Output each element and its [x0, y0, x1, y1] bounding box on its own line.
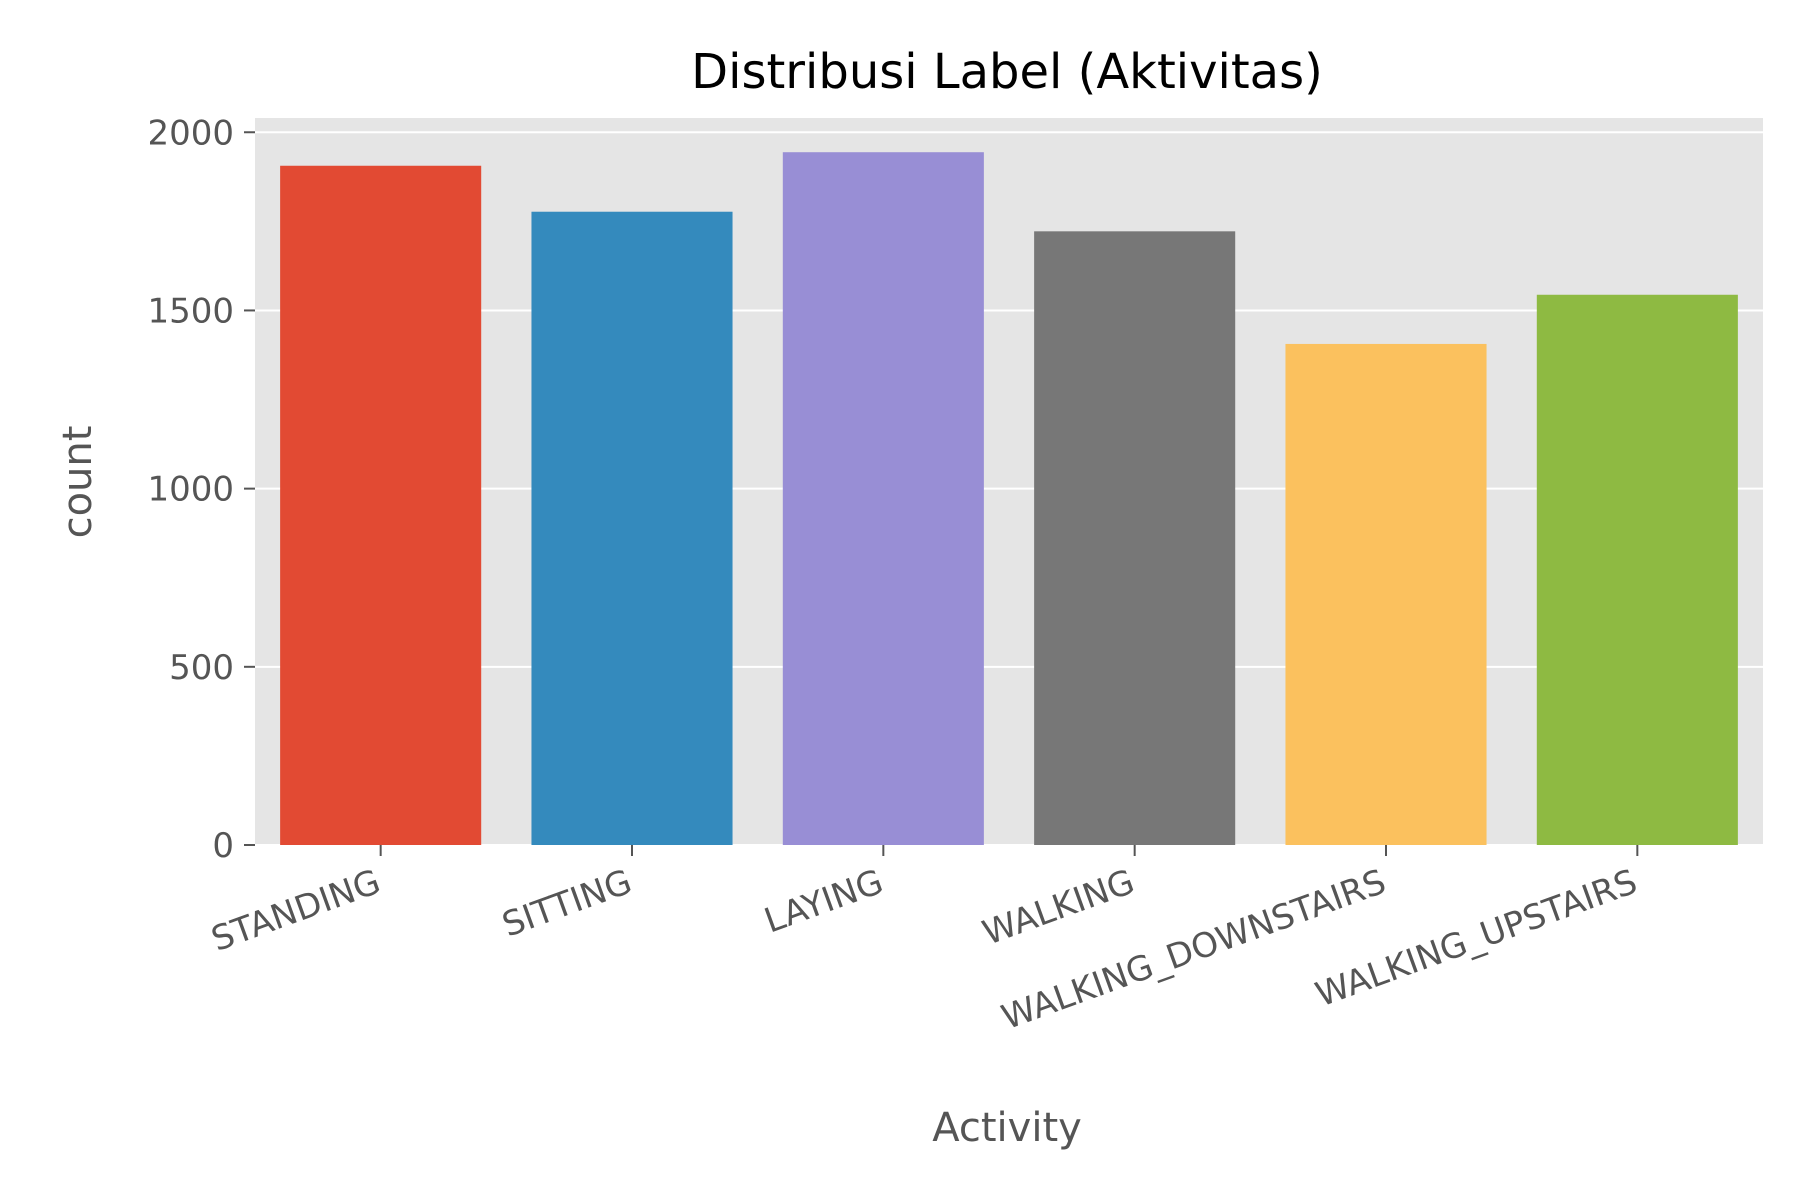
y-axis-label: count	[55, 426, 101, 539]
bar-walking-downstairs	[1285, 343, 1487, 845]
y-tick-label: 2000	[147, 113, 234, 153]
bar-walking	[1034, 231, 1236, 845]
y-tick-label: 1000	[147, 470, 234, 510]
bar-sitting	[531, 211, 733, 846]
x-tick-label: WALKING	[978, 862, 1140, 954]
y-tick-label: 0	[212, 826, 234, 866]
x-axis: STANDING SITTING LAYING WALKINGWALKING_DOWN…	[206, 845, 1642, 1038]
y-tick-label: 1500	[147, 291, 234, 331]
x-tick-label: LAYING	[759, 862, 888, 942]
bar-standing	[280, 165, 482, 846]
bars	[280, 152, 1738, 846]
x-tick-label: SITTING	[497, 862, 637, 946]
bar-walking-upstairs	[1536, 294, 1738, 846]
x-tick-label: STANDING	[206, 862, 385, 960]
y-tick-label: 500	[169, 648, 234, 688]
y-axis: 0 500 1000 1500 2000	[147, 113, 255, 866]
plot-background	[255, 118, 1763, 845]
chart-title: Distribusi Label (Aktivitas)	[691, 44, 1323, 100]
x-axis-label: Activity	[932, 1105, 1082, 1151]
bar-laying	[782, 152, 984, 845]
grid-lines	[255, 131, 1763, 846]
